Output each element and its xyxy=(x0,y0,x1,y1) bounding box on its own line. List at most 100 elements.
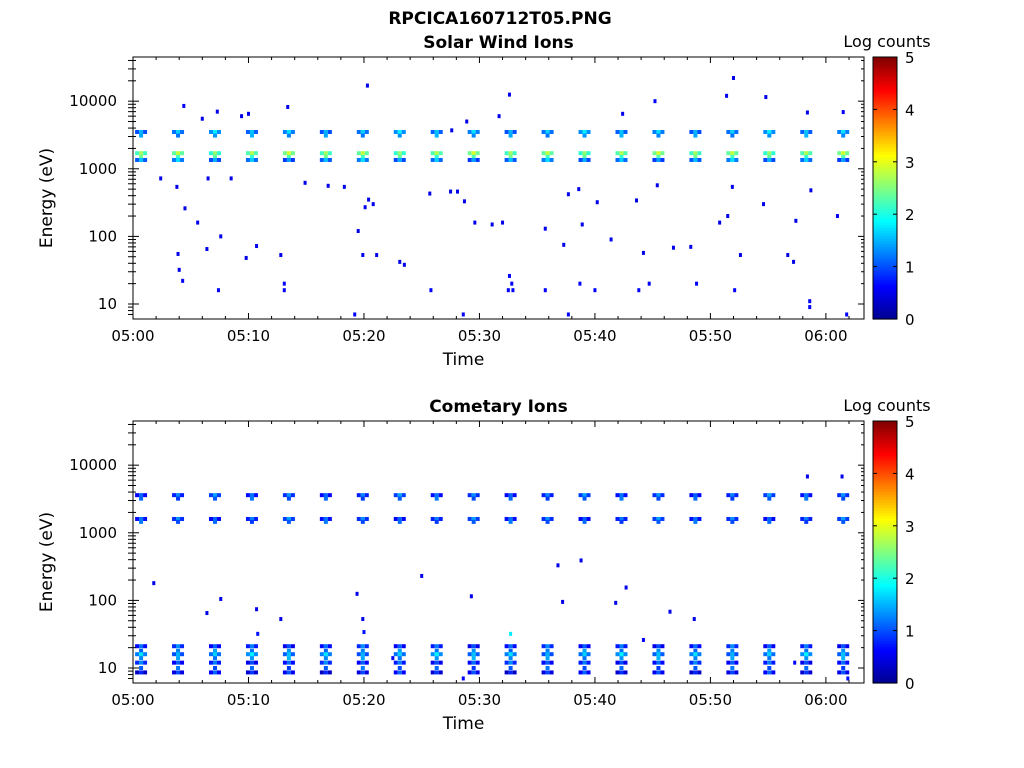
heatmap-pixel xyxy=(212,644,217,649)
colorbar-segment xyxy=(873,609,897,613)
heatmap-pixel xyxy=(660,652,665,657)
heatmap-pixel xyxy=(730,519,735,524)
heatmap-pixel xyxy=(471,151,476,156)
heatmap-pixel xyxy=(541,129,546,134)
heatmap-pixel xyxy=(176,151,181,156)
heatmap-pixel xyxy=(139,656,144,661)
heatmap-pixel xyxy=(176,493,181,498)
colorbar-segment xyxy=(873,109,897,113)
heatmap-pixel xyxy=(393,644,398,649)
heatmap-pixel xyxy=(697,644,702,649)
heatmap-pixel xyxy=(730,157,735,162)
heatmap-pixel xyxy=(543,226,547,231)
heatmap-pixel xyxy=(582,519,587,524)
heatmap-pixel xyxy=(245,670,250,675)
colorbar-segment xyxy=(873,156,897,160)
colorbar-segment xyxy=(873,659,897,663)
heatmap-pixel xyxy=(212,648,217,653)
colorbar-segment xyxy=(873,227,897,231)
colorbar-segment xyxy=(873,617,897,621)
heatmap-pixel xyxy=(139,666,144,671)
colorbar-segment xyxy=(873,510,897,514)
heatmap-pixel xyxy=(216,493,221,498)
heatmap-pixel xyxy=(391,656,395,661)
heatmap-pixel xyxy=(245,157,250,162)
heatmap-pixel xyxy=(249,516,254,521)
heatmap-pixel xyxy=(143,670,148,675)
colorbar-segment xyxy=(873,554,897,558)
heatmap-pixel xyxy=(504,157,509,162)
colorbar-segment xyxy=(873,261,897,265)
heatmap-pixel xyxy=(586,129,591,134)
heatmap-pixel xyxy=(323,519,328,524)
heatmap-pixel xyxy=(397,670,402,675)
colorbar-segment xyxy=(873,677,897,681)
colorbar-segment xyxy=(873,287,897,291)
heatmap-pixel xyxy=(175,184,179,189)
heatmap-pixel xyxy=(845,129,850,134)
colorbar-frame xyxy=(872,420,898,684)
heatmap-pixel xyxy=(808,516,813,521)
heatmap-pixel xyxy=(475,644,480,649)
heatmap-pixel xyxy=(176,652,181,657)
colorbar-segment xyxy=(873,245,897,249)
heatmap-pixel xyxy=(693,660,698,665)
heatmap-pixel xyxy=(771,670,776,675)
heatmap-pixel xyxy=(541,652,546,657)
heatmap-pixel xyxy=(693,496,698,501)
heatmap-pixel xyxy=(471,670,476,675)
colorbar-segment xyxy=(873,311,897,315)
heatmap-pixel xyxy=(323,670,328,675)
heatmap-pixel xyxy=(726,516,731,521)
heatmap-pixel xyxy=(763,151,768,156)
colorbar-segment xyxy=(873,436,897,440)
heatmap-pixel xyxy=(695,281,699,286)
heatmap-pixel xyxy=(323,157,328,162)
heatmap-pixel xyxy=(471,666,476,671)
heatmap-pixel xyxy=(323,648,328,653)
colorbar-segment xyxy=(873,91,897,95)
colorbar-segment xyxy=(873,536,897,540)
heatmap-pixel xyxy=(726,129,731,134)
heatmap-pixel xyxy=(763,493,768,498)
heatmap-pixel xyxy=(438,493,443,498)
colorbar-segment xyxy=(873,271,897,276)
heatmap-pixel xyxy=(845,493,850,498)
heatmap-pixel xyxy=(556,563,560,568)
heatmap-pixel xyxy=(615,151,620,156)
heatmap-pixel xyxy=(172,652,177,657)
heatmap-pixel xyxy=(804,666,809,671)
heatmap-pixel xyxy=(726,652,731,657)
heatmap-pixel xyxy=(800,516,805,521)
heatmap-pixel xyxy=(734,660,739,665)
heatmap-pixel xyxy=(397,157,402,162)
heatmap-pixel xyxy=(279,253,283,258)
heatmap-pixel xyxy=(730,652,735,657)
heatmap-pixel xyxy=(693,493,698,498)
colorbar-segment xyxy=(873,489,897,493)
heatmap-pixel xyxy=(176,129,181,134)
heatmap-pixel xyxy=(771,493,776,498)
colorbar-segment xyxy=(873,214,897,218)
heatmap-pixel xyxy=(656,519,661,524)
colorbar-segment xyxy=(873,206,897,210)
heatmap-pixel xyxy=(637,288,641,293)
colorbar-segment xyxy=(873,62,897,66)
heatmap-pixel xyxy=(438,670,443,675)
colorbar-segment xyxy=(873,211,897,215)
heatmap-pixel xyxy=(507,273,511,278)
heatmap-pixel xyxy=(506,288,510,293)
heatmap-pixel xyxy=(805,110,809,115)
heatmap-pixel xyxy=(578,660,583,665)
heatmap-pixel xyxy=(845,312,849,317)
heatmap-pixel xyxy=(172,129,177,134)
heatmap-pixel xyxy=(393,493,398,498)
heatmap-pixel xyxy=(623,157,628,162)
heatmap-pixel xyxy=(508,644,513,649)
heatmap-pixel xyxy=(841,660,846,665)
colorbar-segment xyxy=(873,525,897,530)
heatmap-pixel xyxy=(697,157,702,162)
heatmap-pixel xyxy=(208,652,213,657)
heatmap-pixel xyxy=(652,516,657,521)
